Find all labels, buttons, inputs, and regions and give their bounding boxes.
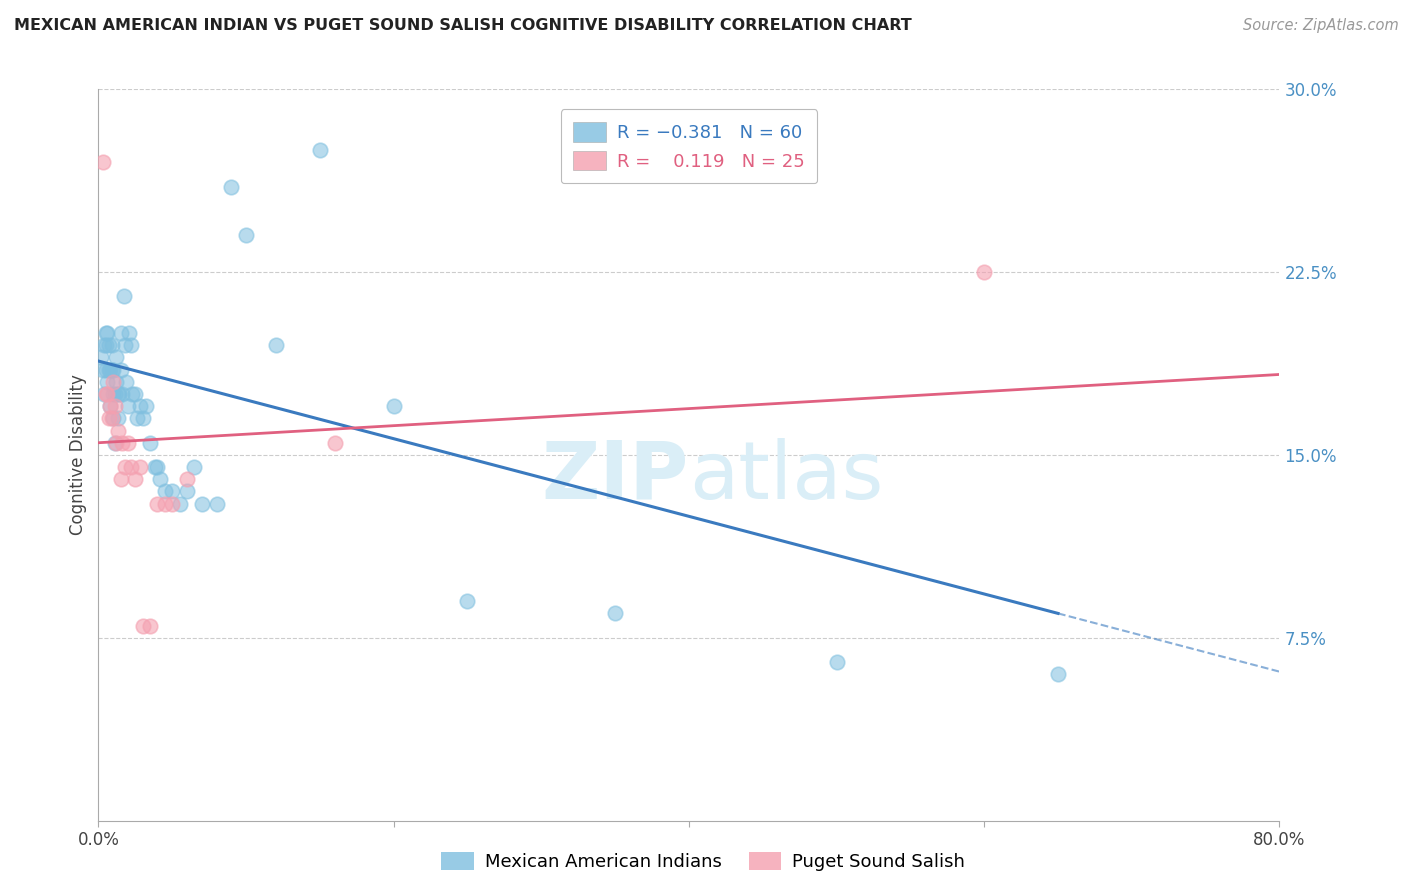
Point	[117, 435, 139, 450]
Point	[93, 387, 115, 401]
Point	[107, 424, 129, 438]
Point	[112, 289, 135, 303]
Point	[103, 411, 125, 425]
Point	[120, 460, 142, 475]
Point	[107, 411, 129, 425]
Point	[98, 362, 121, 376]
Point	[114, 460, 136, 475]
Point	[91, 155, 114, 169]
Point	[93, 338, 115, 352]
Point	[107, 387, 129, 401]
Point	[128, 399, 150, 413]
Point	[94, 387, 117, 401]
Point	[139, 435, 162, 450]
Point	[205, 497, 228, 511]
Point	[124, 472, 146, 486]
Point	[264, 338, 287, 352]
Point	[100, 411, 122, 425]
Point	[128, 460, 150, 475]
Point	[121, 387, 143, 401]
Point	[120, 338, 142, 352]
Point	[309, 143, 332, 157]
Point	[132, 618, 155, 632]
Point	[183, 460, 205, 475]
Point	[94, 362, 117, 376]
Point	[97, 338, 120, 352]
Point	[110, 472, 132, 486]
Point	[100, 362, 122, 376]
Point	[146, 460, 169, 475]
Point	[162, 484, 183, 499]
Point	[132, 411, 155, 425]
Point	[118, 326, 141, 340]
Point	[825, 655, 848, 669]
Point	[103, 387, 125, 401]
Point	[117, 399, 139, 413]
Point	[108, 387, 131, 401]
Point	[605, 607, 627, 621]
Point	[149, 472, 172, 486]
Point	[105, 435, 128, 450]
Point	[135, 399, 157, 413]
Point	[176, 484, 198, 499]
Point	[162, 497, 183, 511]
Point	[973, 265, 995, 279]
Legend: R = −0.381   N = 60, R =    0.119   N = 25: R = −0.381 N = 60, R = 0.119 N = 25	[561, 109, 817, 183]
Point	[91, 362, 114, 376]
Point	[191, 497, 214, 511]
Point	[111, 387, 134, 401]
Point	[105, 375, 128, 389]
Point	[104, 387, 127, 401]
Point	[110, 362, 132, 376]
Point	[125, 411, 148, 425]
Point	[96, 387, 118, 401]
Text: atlas: atlas	[689, 438, 883, 516]
Y-axis label: Cognitive Disability: Cognitive Disability	[69, 375, 87, 535]
Point	[153, 484, 176, 499]
Point	[169, 497, 191, 511]
Point	[323, 435, 346, 450]
Point	[146, 497, 169, 511]
Point	[103, 375, 125, 389]
Legend: Mexican American Indians, Puget Sound Salish: Mexican American Indians, Puget Sound Sa…	[434, 845, 972, 879]
Point	[97, 411, 120, 425]
Point	[105, 351, 128, 365]
Point	[97, 362, 120, 376]
Text: MEXICAN AMERICAN INDIAN VS PUGET SOUND SALISH COGNITIVE DISABILITY CORRELATION C: MEXICAN AMERICAN INDIAN VS PUGET SOUND S…	[14, 18, 912, 33]
Point	[143, 460, 166, 475]
Point	[94, 338, 117, 352]
Text: ZIP: ZIP	[541, 438, 689, 516]
Point	[1046, 667, 1069, 681]
Text: Source: ZipAtlas.com: Source: ZipAtlas.com	[1243, 18, 1399, 33]
Point	[98, 399, 121, 413]
Point	[96, 375, 118, 389]
Point	[115, 375, 138, 389]
Point	[110, 326, 132, 340]
Point	[124, 387, 146, 401]
Point	[96, 326, 118, 340]
Point	[235, 228, 257, 243]
Point	[456, 594, 478, 608]
Point	[104, 435, 127, 450]
Point	[219, 179, 242, 194]
Point	[153, 497, 176, 511]
Point	[90, 351, 112, 365]
Point	[114, 338, 136, 352]
Point	[104, 399, 127, 413]
Point	[98, 399, 121, 413]
Point	[176, 472, 198, 486]
Point	[103, 362, 125, 376]
Point	[111, 435, 134, 450]
Point	[139, 618, 162, 632]
Point	[382, 399, 405, 413]
Point	[100, 338, 122, 352]
Point	[94, 326, 117, 340]
